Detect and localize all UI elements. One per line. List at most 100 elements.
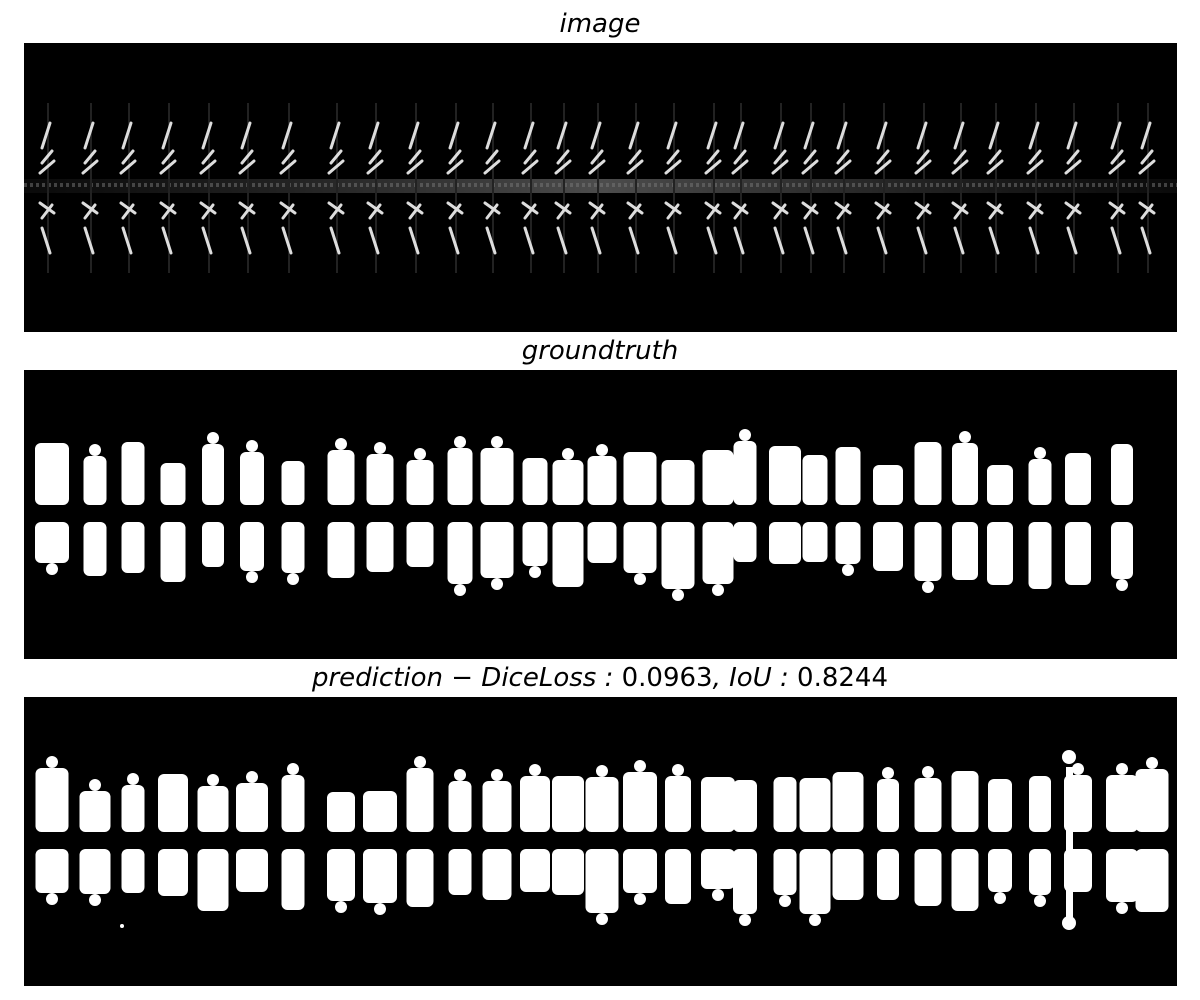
band-dot [348,183,351,187]
band-dot [156,183,159,187]
band-dot [222,183,225,187]
band-dot [384,183,387,187]
band-dot [300,183,303,187]
spectrogram-event [1108,103,1126,273]
band-dot [774,183,777,187]
band-dot [1152,183,1155,187]
band-dot [606,183,609,187]
band-dot [282,183,285,187]
spectrogram-event [588,103,606,273]
band-dot [24,183,27,187]
band-dot [1080,183,1083,187]
band-dot [504,183,507,187]
band-dot [78,183,81,187]
spectrogram-event [483,103,501,273]
band-dot [918,183,921,187]
band-dot [798,183,801,187]
band-dot [1032,183,1035,187]
band-dot [330,183,333,187]
band-dot [366,183,369,187]
spectrogram-event [951,103,969,273]
mask-column [447,436,473,596]
dice-loss-value: 0.0963 [621,663,713,693]
band-dot [390,183,393,187]
band-dot [1164,183,1167,187]
mask-column [952,431,978,580]
band-dot [462,183,465,187]
band-dot [1110,183,1113,187]
band-dot [804,183,807,187]
band-dot [1134,183,1137,187]
band-dot [924,183,927,187]
band-dot [228,183,231,187]
mask-column [366,442,394,572]
mask-column [236,771,268,892]
band-dot [486,183,489,187]
mask-column [835,447,861,576]
mask-column [701,777,735,901]
mask-column [406,756,434,907]
mask-column [281,461,305,585]
spectrogram-event [279,103,297,273]
mask-column [832,772,864,900]
spectrogram-event [704,103,722,273]
band-dot [696,183,699,187]
band-dot [408,183,411,187]
band-dot [54,183,57,187]
mask-column [160,463,186,582]
band-dot [594,183,597,187]
band-dot [870,183,873,187]
band-dot [768,183,771,187]
band-dot [108,183,111,187]
band-dot [1104,183,1107,187]
band-dot [1092,183,1095,187]
spectrogram-event [446,103,464,273]
spectrogram-event [327,103,345,273]
mask-column [587,444,617,563]
spectrogram-event [1138,103,1156,273]
band-dot [666,183,669,187]
band-dot [1068,183,1071,187]
mask-column [158,774,188,896]
band-dot [216,183,219,187]
band-dot [630,183,633,187]
band-dot [150,183,153,187]
prediction-title-prefix: prediction − DiceLoss : [311,663,622,693]
band-dot [342,183,345,187]
band-dot [42,183,45,187]
mask-column [121,773,145,893]
band-dot [402,183,405,187]
mask-column [121,442,145,573]
mask-column [406,448,434,567]
prediction-panel [24,697,1177,986]
band-dot [954,183,957,187]
groundtruth-panel [24,370,1177,659]
band-dot [162,183,165,187]
band-dot [702,183,705,187]
band-dot [1026,183,1029,187]
mask-column [79,779,111,906]
mask-column [363,791,397,915]
band-dot [1122,183,1125,187]
band-dot [600,183,603,187]
mask-column [733,780,757,926]
mask-column [202,432,224,567]
mask-column [623,452,657,585]
mask-column [281,763,305,910]
mask-column [240,440,264,583]
band-dot [1098,183,1101,187]
band-dot [1038,183,1041,187]
band-dot [528,183,531,187]
band-dot [204,183,207,187]
band-dot [888,183,891,187]
mask-column [1106,763,1138,914]
band-dot [852,183,855,187]
spectrogram-event [159,103,177,273]
mask-column [988,779,1012,904]
band-dot [546,183,549,187]
band-dot [138,183,141,187]
spectrogram-event [406,103,424,273]
band-dot [438,183,441,187]
mask-column [733,429,757,562]
band-dot [1014,183,1017,187]
